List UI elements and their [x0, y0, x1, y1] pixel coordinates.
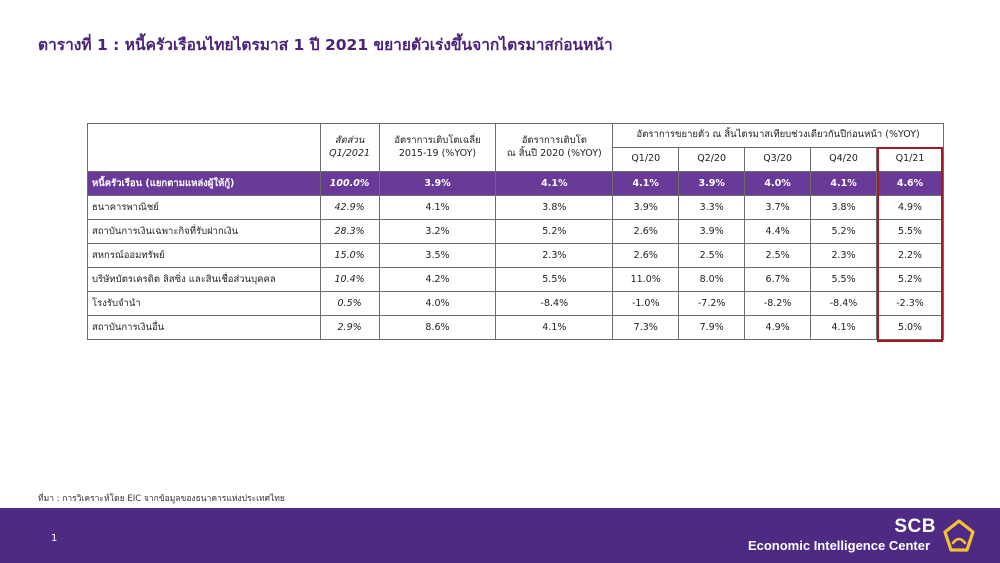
cell-share: 10.4%	[319, 267, 380, 292]
cell-end2020: 5.5%	[495, 267, 614, 292]
cell-quarter: 5.2%	[810, 219, 878, 244]
cell-quarter: 7.3%	[612, 315, 680, 340]
cell-quarter-q121: 4.6%	[876, 171, 944, 196]
cell-quarter: -7.2%	[678, 291, 746, 316]
cell-quarter: 2.3%	[810, 243, 878, 268]
cell-quarter: 4.9%	[744, 315, 812, 340]
header-quarter: Q3/20	[744, 147, 812, 172]
cell-avg: 8.6%	[378, 315, 497, 340]
cell-end2020: 2.3%	[495, 243, 614, 268]
cell-quarter: 8.0%	[678, 267, 746, 292]
cell-quarter: -1.0%	[612, 291, 680, 316]
header-avg-growth: อัตราการเติบโตเฉลี่ย 2015-19 (%YOY)	[378, 123, 497, 172]
cell-quarter: 3.9%	[612, 195, 680, 220]
cell-share: 2.9%	[319, 315, 380, 340]
cell-quarter: 4.1%	[810, 315, 878, 340]
cell-quarter: -8.4%	[810, 291, 878, 316]
cell-share: 28.3%	[319, 219, 380, 244]
table-row: โรงรับจำนำ 0.5% 4.0% -8.4% -1.0% -7.2% -…	[87, 291, 944, 316]
page-title: ตารางที่ 1 : หนี้ครัวเรือนไทยไตรมาส 1 ปี…	[38, 36, 613, 54]
cell-end2020: 5.2%	[495, 219, 614, 244]
header-growth-end-2020: อัตราการเติบโต ณ สิ้นปี 2020 (%YOY)	[495, 123, 614, 172]
cell-end2020: 4.1%	[495, 171, 614, 196]
cell-end2020: 4.1%	[495, 315, 614, 340]
scb-logo-icon	[943, 519, 975, 552]
table-row: สถาบันการเงินอื่น 2.9% 8.6% 4.1% 7.3% 7.…	[87, 315, 944, 340]
cell-quarter: 4.1%	[612, 171, 680, 196]
table-row: สถาบันการเงินเฉพาะกิจที่รับฝากเงิน 28.3%…	[87, 219, 944, 244]
cell-quarter-q121: 5.2%	[876, 267, 944, 292]
row-label: สหกรณ์ออมทรัพย์	[87, 243, 321, 268]
brand-name: SCB	[894, 516, 936, 537]
cell-share: 100.0%	[319, 171, 380, 196]
page-number: 1	[51, 533, 58, 544]
cell-end2020: 3.8%	[495, 195, 614, 220]
cell-avg: 3.5%	[378, 243, 497, 268]
table-row: ธนาคารพาณิชย์ 42.9% 4.1% 3.8% 3.9% 3.3% …	[87, 195, 944, 220]
cell-quarter: 3.8%	[810, 195, 878, 220]
cell-quarter: 4.4%	[744, 219, 812, 244]
cell-end2020: -8.4%	[495, 291, 614, 316]
table-row-total: หนี้ครัวเรือน (แยกตามแหล่งผู้ให้กู้) 100…	[87, 171, 944, 196]
cell-avg: 4.1%	[378, 195, 497, 220]
row-label: หนี้ครัวเรือน (แยกตามแหล่งผู้ให้กู้)	[87, 171, 321, 196]
table-row: สหกรณ์ออมทรัพย์ 15.0% 3.5% 2.3% 2.6% 2.5…	[87, 243, 944, 268]
cell-quarter: 3.9%	[678, 219, 746, 244]
cell-share: 42.9%	[319, 195, 380, 220]
cell-quarter: 2.6%	[612, 219, 680, 244]
cell-quarter: 3.7%	[744, 195, 812, 220]
cell-avg: 3.9%	[378, 171, 497, 196]
cell-quarter: 2.5%	[678, 243, 746, 268]
cell-quarter: 2.6%	[612, 243, 680, 268]
row-label: ธนาคารพาณิชย์	[87, 195, 321, 220]
row-label: โรงรับจำนำ	[87, 291, 321, 316]
cell-quarter: 7.9%	[678, 315, 746, 340]
cell-avg: 4.2%	[378, 267, 497, 292]
header-category	[87, 123, 321, 172]
header-share: สัดส่วน Q1/2021	[319, 123, 380, 172]
cell-quarter: 3.9%	[678, 171, 746, 196]
table-row: บริษัทบัตรเครดิต ลิสซิ่ง และสินเชื่อส่วน…	[87, 267, 944, 292]
cell-quarter-q121: 5.5%	[876, 219, 944, 244]
cell-share: 0.5%	[319, 291, 380, 316]
cell-quarter-q121: 4.9%	[876, 195, 944, 220]
header-quarter: Q4/20	[810, 147, 878, 172]
header-quarter: Q1/20	[612, 147, 680, 172]
cell-quarter: 5.5%	[810, 267, 878, 292]
cell-quarter: 3.3%	[678, 195, 746, 220]
row-label: สถาบันการเงินอื่น	[87, 315, 321, 340]
header-quarter: Q2/20	[678, 147, 746, 172]
cell-quarter-q121: 5.0%	[876, 315, 944, 340]
cell-quarter: 6.7%	[744, 267, 812, 292]
footer-bar: 1 SCB Economic Intelligence Center	[0, 508, 1000, 563]
cell-share: 15.0%	[319, 243, 380, 268]
cell-quarter-q121: -2.3%	[876, 291, 944, 316]
household-debt-table: สัดส่วน Q1/2021 อัตราการเติบโตเฉลี่ย 201…	[87, 123, 944, 340]
brand-subtitle: Economic Intelligence Center	[747, 538, 930, 553]
cell-quarter: 4.0%	[744, 171, 812, 196]
header-quarter: Q1/21	[876, 147, 944, 172]
cell-avg: 4.0%	[378, 291, 497, 316]
row-label: สถาบันการเงินเฉพาะกิจที่รับฝากเงิน	[87, 219, 321, 244]
cell-quarter: 2.5%	[744, 243, 812, 268]
cell-quarter: -8.2%	[744, 291, 812, 316]
cell-quarter-q121: 2.2%	[876, 243, 944, 268]
cell-quarter: 4.1%	[810, 171, 878, 196]
cell-avg: 3.2%	[378, 219, 497, 244]
header-quarterly-growth: อัตราการขยายตัว ณ สิ้นไตรมาสเทียบช่วงเดี…	[612, 123, 944, 148]
row-label: บริษัทบัตรเครดิต ลิสซิ่ง และสินเชื่อส่วน…	[87, 267, 321, 292]
source-note: ที่มา : การวิเคราะห์โดย EIC จากข้อมูลของ…	[38, 494, 285, 504]
cell-quarter: 11.0%	[612, 267, 680, 292]
